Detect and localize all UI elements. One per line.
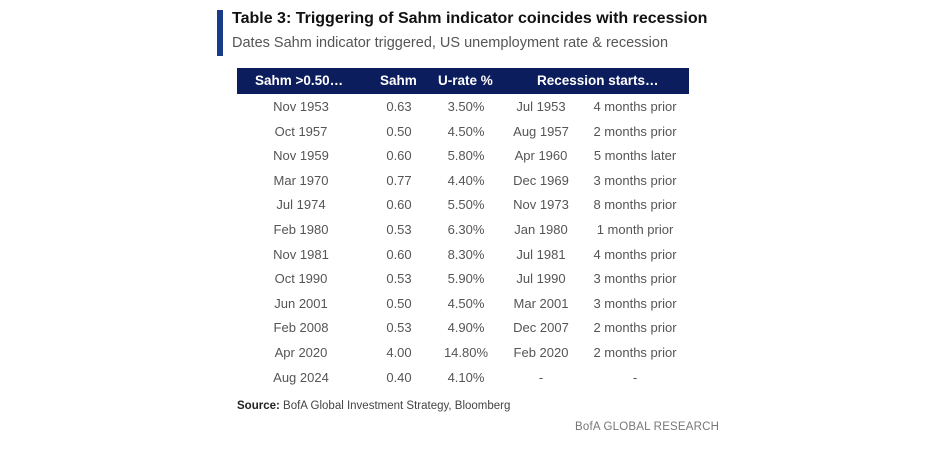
cell-recession-start: Jul 1990 — [516, 271, 566, 287]
cell-unemployment-rate: 4.50% — [447, 123, 485, 139]
cell-sahm-value: 0.77 — [386, 172, 412, 188]
table-row: Nov 1981 0.60 8.30% Jul 1981 4 months prior — [237, 242, 689, 267]
sahm-table: Sahm >0.50… Sahm U-rate % Recession star… — [237, 68, 689, 389]
cell-lead-time: 3 months prior — [593, 172, 677, 188]
cell-lead-time: 4 months prior — [593, 246, 677, 262]
table-row: Mar 1970 0.77 4.40% Dec 1969 3 months prior — [237, 168, 689, 193]
cell-unemployment-rate: 5.50% — [447, 197, 485, 213]
cell-lead-time: 2 months prior — [593, 320, 677, 336]
cell-sahm-trigger-date: Nov 1981 — [273, 246, 329, 262]
cell-sahm-value: 0.50 — [386, 123, 412, 139]
header-recession: Recession starts… — [537, 73, 659, 88]
source-text: BofA Global Investment Strategy, Bloombe… — [283, 400, 511, 412]
cell-sahm-trigger-date: Oct 1990 — [274, 271, 328, 287]
cell-sahm-value: 0.63 — [386, 99, 412, 114]
cell-recession-start: - — [538, 369, 544, 385]
table-row: Nov 1953 0.63 3.50% Jul 1953 4 months prior — [237, 94, 689, 119]
cell-unemployment-rate: 6.30% — [447, 221, 485, 237]
table-row: Feb 2008 0.53 4.90% Dec 2007 2 months prior — [237, 315, 689, 340]
cell-lead-time: 3 months prior — [593, 271, 677, 287]
cell-unemployment-rate: 3.50% — [447, 99, 485, 114]
cell-sahm-trigger-date: Mar 1970 — [273, 172, 329, 188]
title-accent-bar — [217, 10, 223, 56]
table-body: Nov 1953 0.63 3.50% Jul 1953 4 months prior O… — [237, 94, 689, 389]
cell-unemployment-rate: 4.50% — [447, 295, 485, 311]
cell-lead-time: 3 months prior — [593, 295, 677, 311]
header-sahm: Sahm — [380, 73, 417, 88]
cell-sahm-value: 4.00 — [386, 344, 412, 360]
cell-sahm-trigger-date: Aug 2024 — [273, 369, 329, 385]
cell-lead-time: 1 month prior — [596, 221, 674, 237]
table-row: Jul 1974 0.60 5.50% Nov 1973 8 months prior — [237, 192, 689, 217]
cell-sahm-trigger-date: Jun 2001 — [274, 295, 328, 311]
source-label: Source: — [237, 400, 280, 412]
cell-unemployment-rate: 14.80% — [443, 344, 489, 360]
cell-lead-time: 8 months prior — [593, 197, 677, 213]
brand-label: BofA GLOBAL RESEARCH — [575, 421, 720, 433]
table-title: Table 3: Triggering of Sahm indicator co… — [232, 10, 708, 27]
cell-unemployment-rate: 5.80% — [447, 148, 485, 164]
cell-unemployment-rate: 5.90% — [447, 271, 485, 287]
cell-lead-time: - — [632, 369, 638, 385]
cell-recession-start: Jan 1980 — [514, 221, 568, 237]
cell-sahm-trigger-date: Jul 1974 — [276, 197, 326, 213]
cell-sahm-value: 0.60 — [386, 197, 412, 213]
cell-sahm-trigger-date: Feb 1980 — [273, 221, 329, 237]
cell-sahm-trigger-date: Nov 1959 — [273, 148, 329, 164]
cell-recession-start: Dec 2007 — [513, 320, 569, 336]
cell-sahm-value: 0.53 — [386, 221, 412, 237]
table-row: Jun 2001 0.50 4.50% Mar 2001 3 months prior — [237, 291, 689, 316]
cell-unemployment-rate: 4.40% — [447, 172, 485, 188]
table-row: Feb 1980 0.53 6.30% Jan 1980 1 month prior — [237, 217, 689, 242]
table-header: Sahm >0.50… Sahm U-rate % Recession star… — [237, 68, 689, 94]
cell-sahm-value: 0.50 — [386, 295, 412, 311]
cell-sahm-value: 0.53 — [386, 271, 412, 287]
table-row: Apr 2020 4.00 14.80% Feb 2020 2 months prior — [237, 340, 689, 365]
source-note: Source: BofA Global Investment Strategy,… — [237, 400, 510, 412]
cell-sahm-trigger-date: Feb 2008 — [273, 320, 329, 336]
cell-sahm-trigger-date: Oct 1957 — [274, 123, 328, 139]
cell-lead-time: 2 months prior — [593, 123, 677, 139]
table-row: Oct 1957 0.50 4.50% Aug 1957 2 months prior — [237, 119, 689, 144]
cell-sahm-trigger-date: Nov 1953 — [273, 99, 329, 114]
cell-unemployment-rate: 8.30% — [447, 246, 485, 262]
cell-recession-start: Apr 1960 — [514, 148, 568, 164]
cell-lead-time: 2 months prior — [593, 344, 677, 360]
cell-lead-time: 5 months later — [593, 148, 677, 164]
cell-sahm-value: 0.60 — [386, 246, 412, 262]
cell-recession-start: Aug 1957 — [513, 123, 569, 139]
cell-recession-start: Dec 1969 — [513, 172, 569, 188]
table-row: Oct 1990 0.53 5.90% Jul 1990 3 months prior — [237, 266, 689, 291]
header-urate: U-rate % — [438, 73, 493, 88]
cell-recession-start: Mar 2001 — [513, 295, 569, 311]
table-subtitle: Dates Sahm indicator triggered, US unemp… — [232, 35, 669, 51]
table-row: Aug 2024 0.40 4.10% - - — [237, 365, 689, 390]
cell-sahm-value: 0.40 — [386, 369, 412, 385]
cell-recession-start: Nov 1973 — [513, 197, 569, 213]
header-sahm-trigger: Sahm >0.50… — [255, 73, 344, 88]
cell-recession-start: Jul 1953 — [516, 99, 566, 114]
cell-sahm-value: 0.53 — [386, 320, 412, 336]
cell-lead-time: 4 months prior — [593, 99, 677, 114]
cell-unemployment-rate: 4.90% — [447, 320, 485, 336]
cell-unemployment-rate: 4.10% — [447, 369, 485, 385]
cell-recession-start: Jul 1981 — [516, 246, 566, 262]
cell-recession-start: Feb 2020 — [513, 344, 569, 360]
cell-sahm-value: 0.60 — [386, 148, 412, 164]
cell-sahm-trigger-date: Apr 2020 — [274, 344, 328, 360]
table-row: Nov 1959 0.60 5.80% Apr 1960 5 months later — [237, 143, 689, 168]
